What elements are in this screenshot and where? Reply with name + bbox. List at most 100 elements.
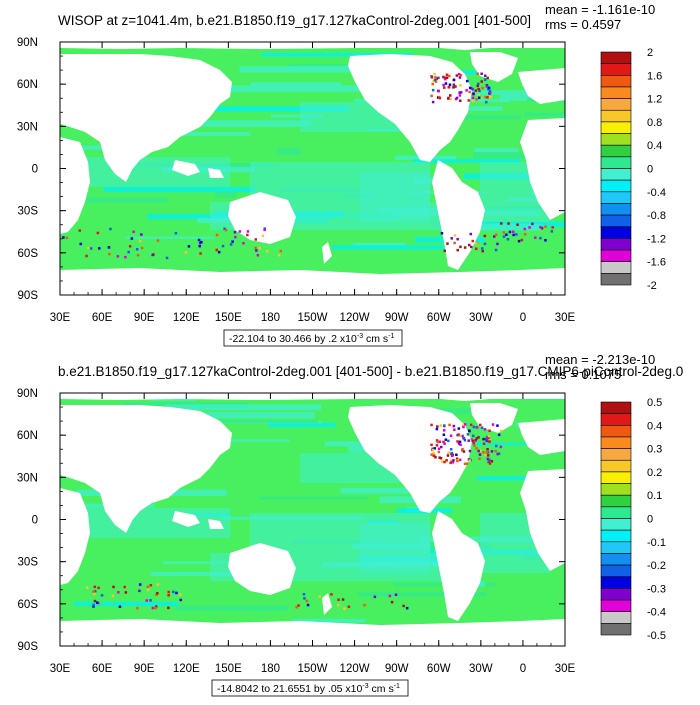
field-cell [146,588,150,592]
y-tick-label: 0 [32,515,38,527]
colorbar-box [600,179,632,193]
field-cell [442,440,445,444]
field-cell [97,602,100,605]
field-cell [445,76,449,79]
field-cell [96,601,99,604]
field-cell [462,424,465,427]
field-cell [488,462,492,465]
field-band [239,66,398,73]
field-cell [466,433,470,436]
field-cell [136,606,139,610]
field-cell [489,91,492,94]
field-cell [490,460,494,463]
field-cell [405,606,409,610]
y-tick-label: 60S [18,599,39,611]
colorbar-label: -0.8 [647,210,666,222]
field-band [277,147,301,155]
field-cell [394,593,398,596]
colorbar-box [600,553,632,566]
x-tick-label: 90E [134,663,155,675]
field-cell [485,85,488,88]
field-cell [544,239,547,242]
field-cell [461,434,464,438]
field-cell [469,232,472,236]
field-cell [486,96,489,99]
field-cell [480,72,483,75]
field-cell [507,222,510,225]
field-band [184,132,251,136]
field-cell [449,434,453,437]
field-cell [458,76,462,79]
x-tick-label: 90W [385,663,409,675]
field-cell [472,434,475,438]
x-tick-label: 90E [134,312,155,324]
field-cell [255,249,258,252]
field-cell [482,442,486,445]
field-cell [445,73,449,76]
field-cell [479,96,483,100]
field-cell [449,94,452,97]
field-cell [443,442,446,445]
field-cell [455,457,459,460]
field-cell [468,243,471,247]
colorbar-box [600,436,632,449]
field-cell [138,583,142,586]
field-cell [431,88,435,92]
colorbar-box [600,424,632,438]
field-cell [461,448,464,451]
field-cell [502,231,506,234]
field-cell [430,443,433,447]
field-cell [496,242,499,246]
field-cell [347,605,351,608]
field-cell [198,244,201,248]
field-cell [486,435,489,439]
x-tick-label: 180 [261,663,280,675]
field-cell [520,238,524,242]
field-cell [246,230,250,233]
y-tick-label: 30N [17,472,38,484]
field-cell [463,246,467,249]
field-cell [318,595,321,598]
y-tick-label: 90S [18,641,39,653]
colorbar-box [600,611,632,624]
panel-1-title: WISOP at z=1041.4m, b.e21.B1850.f19_g17.… [58,13,531,28]
field-band [198,439,290,442]
colorbar-box [600,506,632,519]
field-cell [440,445,443,449]
field-cell [437,89,440,93]
field-cell [486,457,490,461]
field-cell [107,246,111,249]
field-cell [475,426,479,429]
field-cell [443,460,446,464]
field-cell [449,448,453,451]
field-cell [433,454,436,458]
colorbar-label: -0.3 [647,583,666,595]
colorbar-box [600,518,632,531]
colorbar-box [600,529,632,543]
field-cell [468,449,472,453]
field-cell [448,83,452,86]
field-band [208,85,363,92]
field-band [524,112,565,117]
field-cell [468,429,471,432]
field-cell [495,444,498,448]
field-cell [433,447,436,450]
field-cell [254,246,257,250]
field-cell [242,242,245,245]
field-cell [132,230,135,234]
field-cell [457,433,460,436]
field-cell [452,78,456,82]
field-cell [488,438,491,442]
colorbar-label: 0.8 [647,117,662,129]
field-cell [456,237,459,241]
field-cell [111,594,115,598]
field-cell [438,440,442,443]
panel-1-rms: rms = 0.4597 [545,17,621,32]
field-cell [534,236,537,239]
field-cell [92,603,95,607]
field-cell [476,72,479,75]
field-cell [234,235,237,239]
colorbar-box [600,63,632,76]
field-cell [167,594,170,597]
